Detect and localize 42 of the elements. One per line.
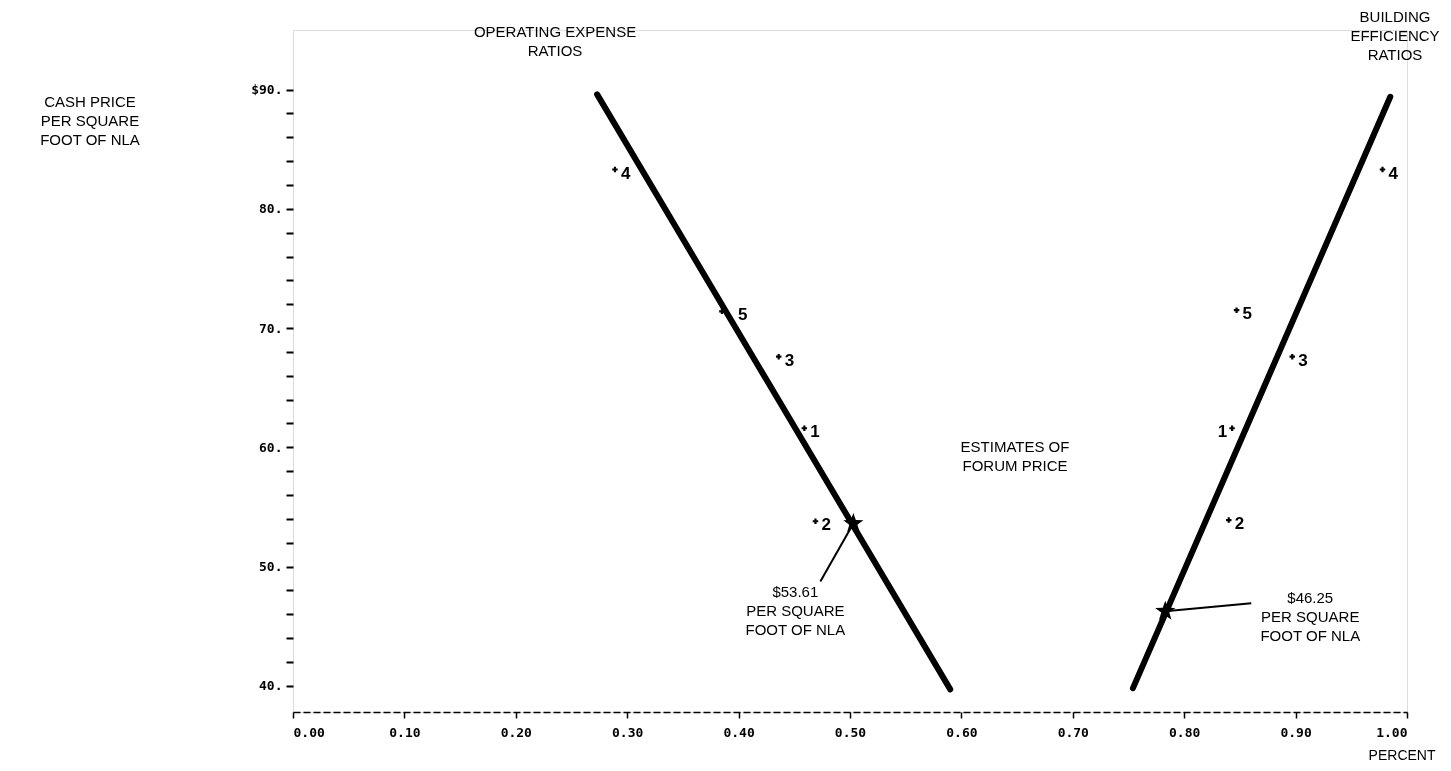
x-tick-label: 0.50: [834, 724, 867, 740]
annotation: 1: [1217, 422, 1228, 442]
x-tick-label: 0.70: [1057, 724, 1090, 740]
x-tick-label: 1.00: [1376, 724, 1408, 740]
annotation: 4: [620, 163, 631, 183]
x-tick-label: 0.60: [946, 724, 978, 740]
annotation: $53.61 PER SQUARE FOOT OF NLA: [745, 583, 846, 639]
point: [1379, 166, 1386, 173]
y-tick-label: 70.: [259, 320, 283, 336]
point: [801, 425, 808, 431]
y-tick-label: 50.: [259, 559, 283, 575]
y-tick-label: 80.: [259, 201, 283, 217]
x-tick-label: 0.80: [1169, 724, 1201, 740]
x-tick-label: 0.90: [1280, 724, 1312, 740]
x-tick-label: 0.00: [293, 724, 325, 740]
point: [812, 518, 819, 524]
y-tick-label: $90.: [251, 82, 283, 98]
annotation: 5: [737, 305, 748, 325]
x-axis-title: PERCENT: [1368, 746, 1436, 763]
y-tick-label: 40.: [259, 678, 283, 694]
annotation: 2: [821, 515, 831, 535]
y-tick-label: 60.: [259, 439, 283, 455]
x-tick-label: 0.20: [500, 724, 533, 740]
point: [1229, 425, 1235, 431]
annotation: 4: [1388, 163, 1399, 183]
text: CASH PRICE PER SQUARE FOOT OF NLA: [40, 93, 140, 148]
point: [612, 166, 618, 173]
annotation: ESTIMATES OF FORUM PRICE: [960, 438, 1070, 474]
annotation: 1: [810, 422, 820, 442]
annotation: $46.25 PER SQUARE FOOT OF NLA: [1260, 589, 1361, 645]
x-tick-label: 0.30: [612, 724, 644, 740]
annotation: 3: [1298, 350, 1308, 370]
annotation: 2: [1234, 514, 1245, 534]
x-tick-label: 0.40: [723, 724, 755, 740]
point: [1233, 307, 1240, 313]
annotation: OPERATING EXPENSE RATIOS: [473, 23, 637, 59]
x-tick-label: 0.10: [389, 724, 421, 740]
annotation: BUILDING EFFICIENCY RATIOS: [1350, 8, 1440, 63]
annotation: 5: [1242, 304, 1253, 324]
point: [843, 512, 864, 533]
point: [1226, 517, 1232, 523]
annotation: 3: [784, 350, 795, 370]
